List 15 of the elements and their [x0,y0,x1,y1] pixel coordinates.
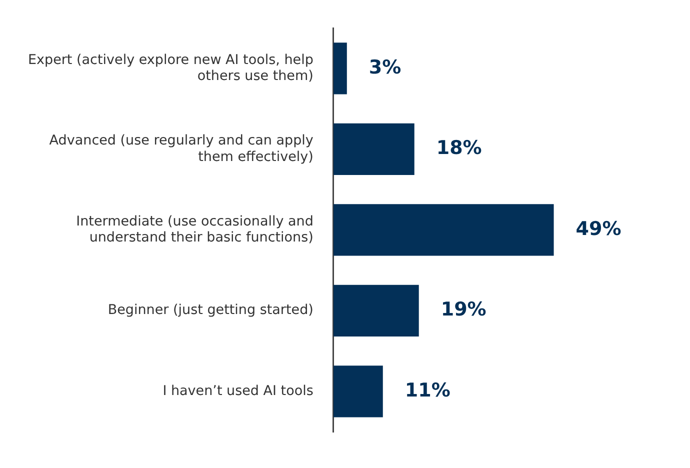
bar [333,366,383,418]
bar [333,204,554,256]
y-tick-label: Intermediate (use occasionally and understand their basic functions) [76,213,314,246]
bar [333,123,414,176]
data-label: 49% [576,218,622,240]
y-tick-label: Expert (actively explore new AI tools, help others use them) [28,52,314,84]
data-label: 19% [440,298,486,321]
y-tick-label: Beginner (just getting started) [108,302,314,318]
data-label: 18% [436,137,482,160]
y-tick-label: Advanced (use regularly and can apply them effectively) [49,132,314,165]
data-label: 3% [368,56,402,78]
bar [333,42,347,94]
y-tick-label: I haven’t used AI tools [162,382,314,399]
data-label: 11% [404,379,450,402]
bar [333,284,419,337]
